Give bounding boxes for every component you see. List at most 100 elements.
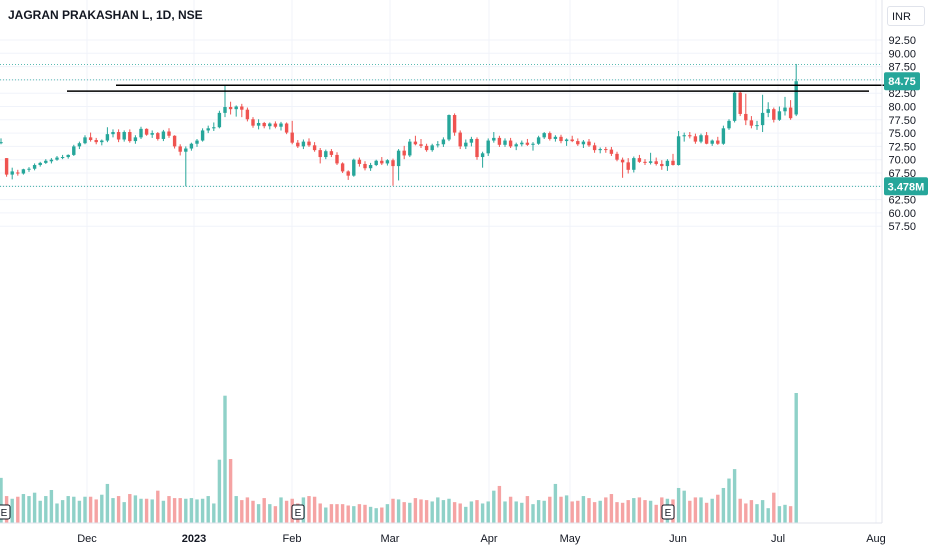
candle-body — [172, 135, 177, 147]
volume-bar — [564, 495, 569, 523]
volume-bar — [10, 498, 14, 523]
candle-body — [777, 111, 782, 120]
candle-body — [228, 107, 233, 110]
volume-bar — [116, 496, 121, 523]
earnings-marker-label: E — [1, 508, 8, 519]
candle-body — [732, 92, 737, 121]
volume-bar — [273, 506, 278, 523]
candle-body — [665, 160, 670, 167]
volume-bar — [648, 500, 653, 523]
volume-bar — [469, 501, 474, 523]
candle-body — [693, 136, 698, 142]
candle-body — [167, 131, 171, 136]
candle-body — [268, 123, 272, 127]
time-tick-label: Mar — [381, 533, 400, 545]
volume-bar — [200, 498, 205, 523]
volume-bar — [408, 502, 412, 523]
volume-bar — [228, 459, 233, 523]
time-axis[interactable]: Dec 2023 Feb Mar Apr May Jun Jul Aug — [0, 522, 886, 545]
volume-bar — [626, 500, 630, 523]
candle-body — [587, 141, 591, 146]
price-tick-label: 70.00 — [888, 155, 916, 167]
candle-body — [514, 144, 518, 147]
candle-body — [654, 161, 658, 164]
volume-bar — [682, 490, 686, 523]
volume-bar — [553, 483, 558, 523]
candle-body — [755, 125, 759, 127]
candle-body — [744, 113, 748, 121]
horizontal-lines[interactable] — [67, 84, 884, 92]
candle-body — [66, 154, 70, 158]
volume-bar — [329, 504, 334, 523]
volume-bar — [83, 496, 87, 523]
candle-body — [643, 161, 647, 163]
price-tick-label: 72.50 — [888, 141, 916, 153]
volume-bar — [755, 504, 759, 523]
volume-bar — [464, 506, 468, 523]
candle-body — [139, 128, 143, 138]
candle-body — [788, 107, 793, 119]
candle-body — [94, 140, 98, 143]
last-volume-badge — [884, 177, 928, 196]
volume-bar — [531, 504, 535, 523]
time-tick-label: Jun — [669, 533, 687, 545]
candle-body — [105, 134, 110, 141]
volume-bar — [357, 504, 362, 523]
earnings-marker — [661, 504, 675, 520]
volume-bar — [318, 503, 322, 523]
volume-bar — [150, 499, 154, 523]
volume-bar — [794, 393, 798, 523]
candle-body — [531, 143, 535, 145]
volume-bar — [413, 498, 418, 523]
volume-bar — [245, 497, 250, 523]
candle-body — [396, 150, 401, 167]
volume-bar — [525, 496, 530, 523]
candle-body — [721, 128, 726, 144]
volume-bar — [688, 500, 692, 523]
candle-body — [44, 160, 48, 163]
volume-bar — [307, 496, 311, 523]
volume-bar — [38, 500, 42, 523]
candle-body — [783, 107, 787, 112]
candle-body — [307, 141, 311, 146]
volume-bar — [632, 498, 636, 523]
candle-body — [464, 142, 468, 147]
volume-bar — [352, 506, 356, 523]
symbol-title: JAGRAN PRAKASHAN L, 1D, NSE — [8, 8, 203, 22]
volume-bar — [788, 506, 793, 523]
candle-body — [77, 143, 82, 147]
candle-body — [133, 137, 138, 142]
candle-body — [385, 160, 390, 164]
volume-bar — [576, 500, 580, 523]
volume-bar — [268, 504, 272, 523]
volume-bar — [156, 490, 160, 523]
candle-body — [72, 146, 76, 155]
volume-bar — [105, 483, 110, 523]
volume-bar — [385, 504, 390, 523]
candle-body — [794, 81, 798, 115]
volume-bar — [704, 502, 709, 523]
candle-body — [368, 165, 373, 169]
candle-body — [520, 142, 524, 145]
candle-body — [542, 133, 546, 138]
volume-bar — [27, 496, 31, 523]
earnings-marker — [291, 504, 305, 520]
candle-body — [324, 151, 328, 158]
currency-button[interactable]: INR — [887, 6, 925, 26]
volume-bar — [486, 501, 490, 523]
volume-bar — [167, 496, 171, 523]
volume-bar — [234, 496, 238, 523]
candle-body — [408, 141, 412, 156]
volume-bar — [206, 496, 210, 523]
volume-bar — [100, 494, 104, 523]
volume-bar — [374, 508, 378, 523]
volume-bar — [133, 495, 138, 523]
volume-bar — [458, 503, 462, 523]
candle-body — [380, 160, 384, 164]
volume-bar — [520, 502, 524, 523]
volume-bar — [716, 494, 720, 523]
candle-body — [480, 153, 485, 158]
volume-bar — [223, 395, 227, 523]
